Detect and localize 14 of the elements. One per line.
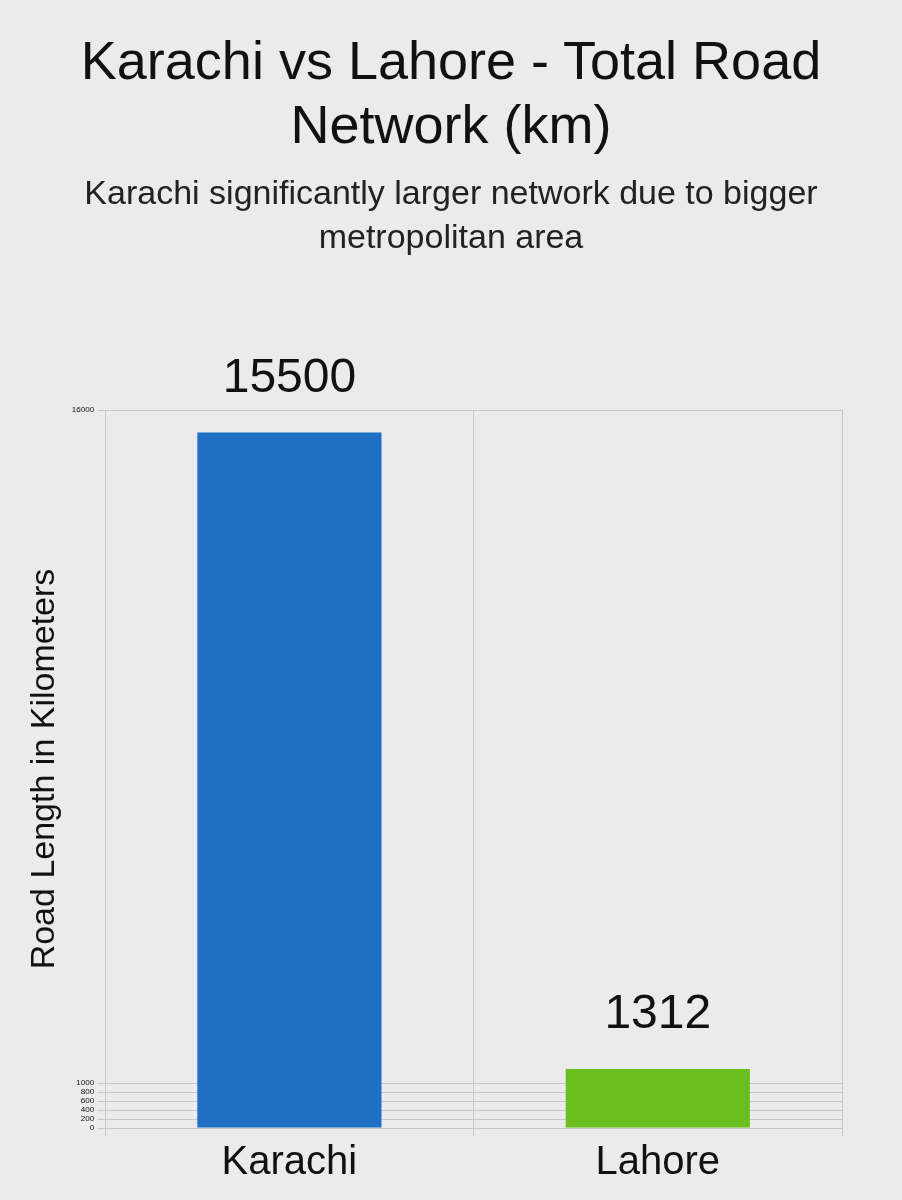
y-tick-label: 0 [89,1123,95,1133]
data-label: 15500 [222,348,357,402]
y-axis-title: Road Length in Kilometers [22,568,61,970]
y-tick-label: 800 [80,1087,95,1097]
y-tick-label: 600 [80,1096,95,1106]
y-tick-label: 16000 [71,405,95,415]
y-tick-label: 400 [80,1105,95,1115]
chart-title: Karachi vs Lahore - Total Road Network (km) [79,29,823,156]
data-label: 1312 [604,985,712,1039]
x-tick-label: Lahore [595,1138,721,1183]
chart-subtitle: Karachi significantly larger network due to bigger metropolitan area [83,172,819,257]
x-tick-label: Karachi [221,1138,358,1183]
y-tick-label: 200 [80,1114,95,1124]
y-tick-label: 1000 [76,1078,95,1088]
